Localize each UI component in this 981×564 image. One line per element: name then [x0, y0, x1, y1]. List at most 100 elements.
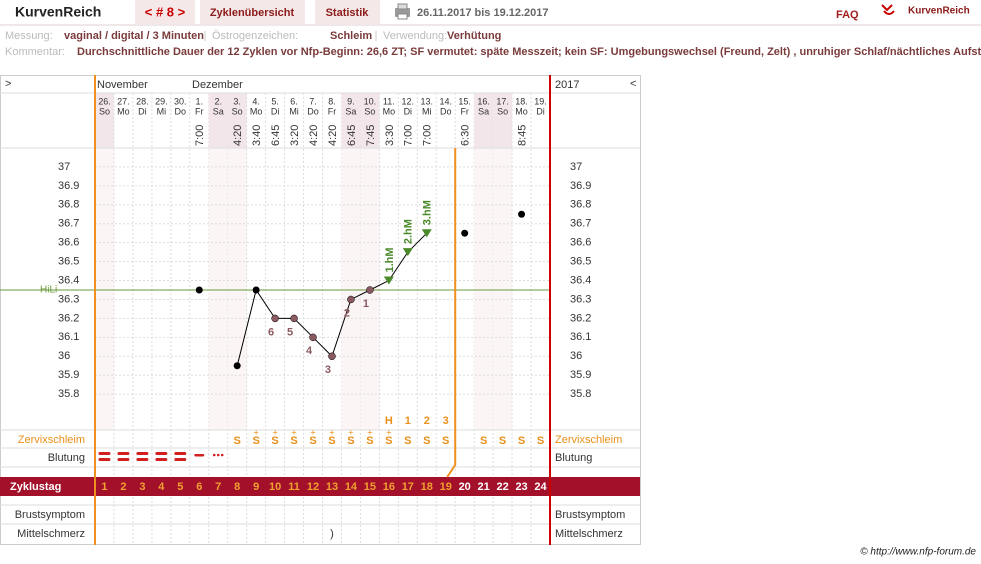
high-label: 3.hM	[422, 200, 434, 225]
bleeding-icon	[117, 458, 130, 461]
bleeding-icon	[174, 458, 187, 461]
y-tick-label: 36.9	[58, 180, 79, 192]
tab[interactable]: Zyklenübersicht	[210, 7, 295, 19]
cycle-day: 10	[269, 481, 281, 493]
day-number: 6.	[290, 96, 298, 106]
cycle-day-band	[0, 477, 640, 496]
day-number: 4.	[252, 96, 260, 106]
cycle-day: 11	[288, 481, 300, 493]
row-label: Mittelschmerz	[17, 528, 85, 540]
row-label: Brustsymptom	[15, 509, 85, 521]
counted-point	[347, 295, 355, 304]
weekday: Sa	[213, 106, 224, 116]
mucus-count: 3	[443, 415, 449, 427]
cycle-day: 12	[307, 481, 319, 493]
year-label: 2017	[555, 79, 579, 91]
day-number: 19.	[534, 96, 547, 106]
mucus: S	[271, 435, 278, 447]
measure-time: 7:00	[422, 125, 434, 146]
day-number: 17.	[496, 96, 509, 106]
cycle-nav[interactable]: < # 8 >	[145, 4, 186, 19]
cycle-day: 15	[364, 481, 376, 493]
counted-point	[271, 314, 279, 323]
y-tick-label: 37	[570, 161, 582, 173]
high-point	[421, 229, 432, 238]
counted-point	[309, 333, 317, 342]
cycle-day: 7	[215, 481, 221, 493]
weekday: Di	[536, 106, 545, 116]
mucus-plus: +	[329, 427, 334, 437]
weekend-shade	[341, 93, 361, 148]
print-icon[interactable]	[395, 3, 410, 20]
cycle-day: 19	[440, 481, 452, 493]
logo-text[interactable]: KurvenReich	[908, 6, 970, 17]
y-tick-label: 36.1	[58, 331, 79, 343]
bleeding-icon	[136, 458, 149, 461]
day-number: 16.	[477, 96, 490, 106]
day-number: 2.	[214, 96, 222, 106]
day-number: 29.	[155, 96, 168, 106]
counted-point	[290, 314, 298, 323]
month-label: November	[97, 79, 148, 91]
weekend-shade	[95, 93, 114, 148]
bleeding-icon	[194, 454, 205, 457]
tab-bg	[200, 0, 305, 24]
tab-bg	[315, 0, 380, 24]
weekday: So	[364, 106, 375, 116]
weekday: Di	[138, 106, 147, 116]
info-value: Schleim	[330, 30, 372, 42]
info-label: Messung:	[5, 30, 53, 42]
high-label: 1.hM	[384, 247, 396, 272]
bleeding-icon	[220, 453, 224, 457]
weekend-shade	[208, 93, 228, 148]
footer: © http://www.nfp-forum.de	[860, 547, 976, 558]
faq-link[interactable]: FAQ	[836, 9, 859, 21]
tab[interactable]: Statistik	[326, 7, 370, 19]
bleeding-icon	[174, 452, 187, 455]
mucus: S	[442, 435, 449, 447]
row-label: Zyklustag	[10, 481, 61, 493]
day-number: 9.	[347, 96, 355, 106]
temperature-point	[252, 286, 260, 294]
mucus: S	[347, 435, 354, 447]
cycle-day: 22	[496, 481, 508, 493]
weekday: Mi	[289, 106, 299, 116]
chart-frame	[0, 75, 641, 545]
bleeding-icon	[98, 458, 111, 461]
bleeding-icon	[212, 453, 216, 457]
high-point	[383, 276, 394, 285]
nav-prev[interactable]: <	[630, 78, 636, 90]
mucus-count: 1	[405, 415, 411, 427]
weekday: Sa	[345, 106, 356, 116]
count-label: 2	[344, 307, 350, 319]
weekday: Mo	[515, 106, 528, 116]
weekday: Sa	[478, 106, 489, 116]
day-number: 18.	[515, 96, 528, 106]
weekday: Mo	[250, 106, 263, 116]
row-label: Zervixschleim	[18, 434, 85, 446]
temperature-point	[195, 286, 203, 294]
weekday: Do	[307, 106, 319, 116]
info-label: Verwendung:	[383, 30, 447, 42]
weekday: Mi	[422, 106, 432, 116]
weekend-shade	[227, 93, 247, 148]
mucus-plus: +	[348, 427, 353, 437]
temperature-point	[461, 229, 469, 237]
mucus: S	[480, 435, 487, 447]
high-point	[402, 248, 413, 257]
weekday: Do	[175, 106, 187, 116]
cycle-day: 20	[459, 481, 471, 493]
weekday: Mi	[157, 106, 167, 116]
y-tick-label: 36.7	[570, 218, 591, 230]
mucus-count: H	[385, 415, 393, 427]
measure-time: 3:20	[289, 125, 301, 146]
day-number: 8.	[328, 96, 336, 106]
y-tick-label: 36	[570, 350, 582, 362]
day-number: 30.	[174, 96, 187, 106]
y-tick-label: 35.8	[58, 388, 79, 400]
y-tick-label: 36.5	[58, 256, 79, 268]
mucus-plus: +	[254, 427, 259, 437]
mucus-plus: +	[310, 427, 315, 437]
nav-next[interactable]: >	[5, 78, 11, 90]
y-tick-label: 35.9	[58, 369, 79, 381]
